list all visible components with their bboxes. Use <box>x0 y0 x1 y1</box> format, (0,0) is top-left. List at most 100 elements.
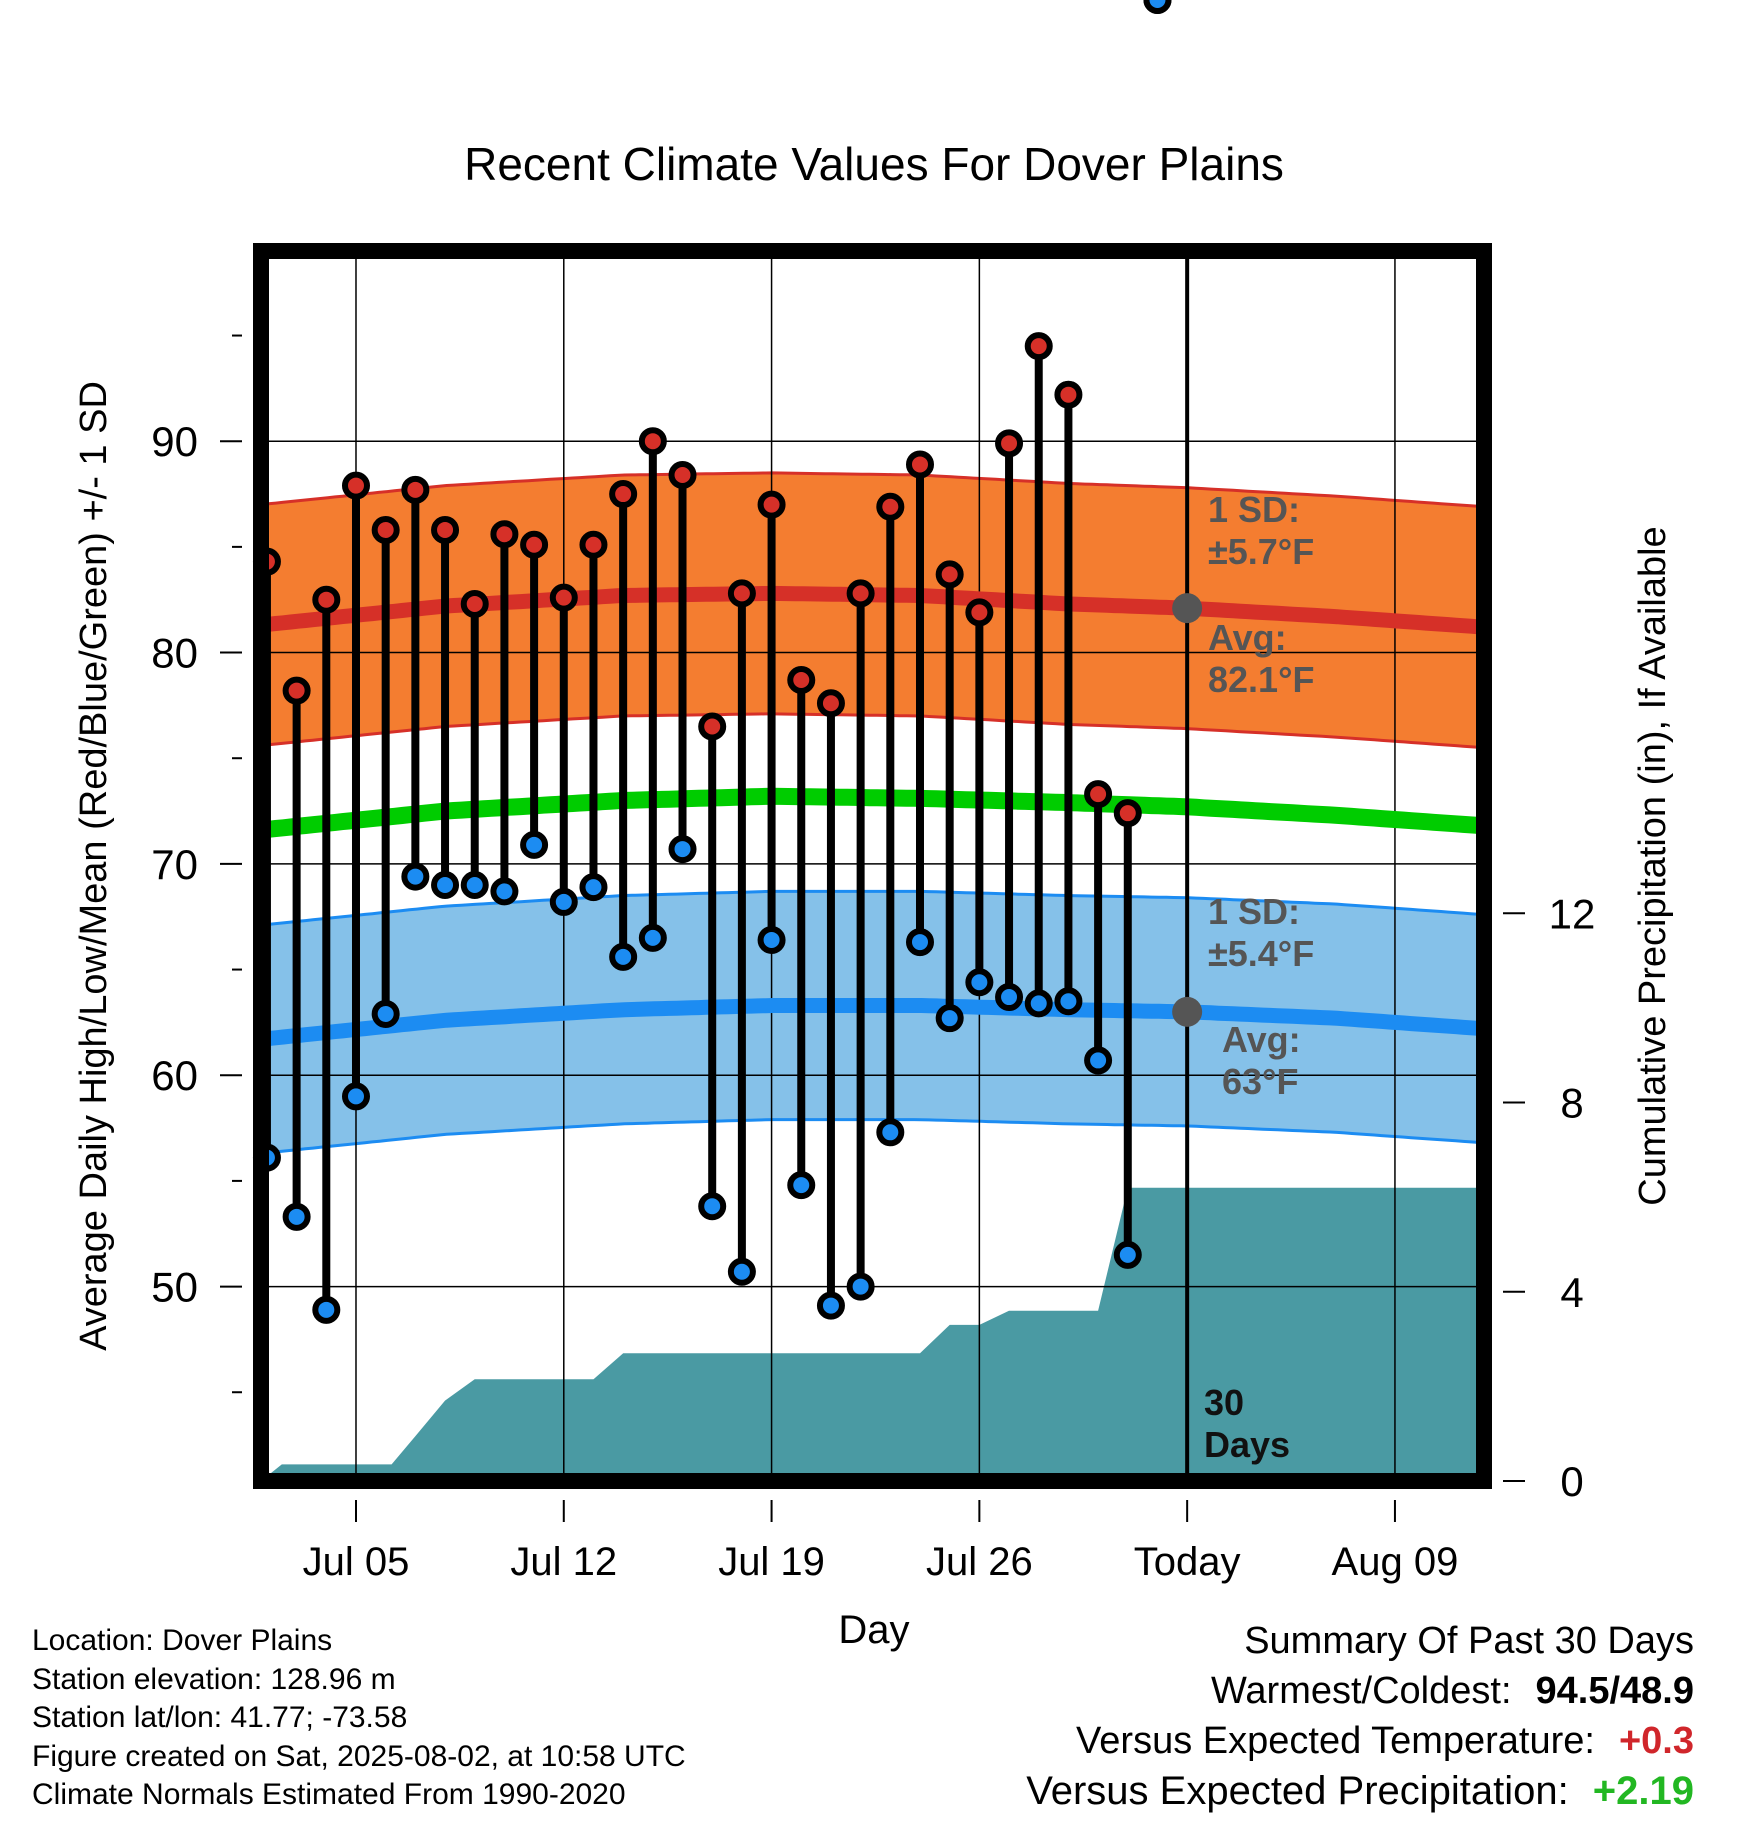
high-sd-band-upper-edge <box>261 471 1479 508</box>
daily-low-point <box>727 1257 756 1286</box>
x-axis-title: Day <box>838 1608 909 1652</box>
x-axis-tick-label: Today <box>1134 1540 1241 1584</box>
left-axis-title: Average Daily High/Low/Mean (Red/Blue/Gr… <box>73 381 115 1351</box>
daily-high-point <box>1084 780 1113 809</box>
daily-low-point <box>341 1082 370 1111</box>
daily-high-point <box>757 490 786 519</box>
right-axis-tick-label: 12 <box>1549 890 1596 937</box>
right-axis-tick-label: 8 <box>1560 1080 1583 1127</box>
x-axis-tick-label: Jul 26 <box>926 1540 1033 1584</box>
daily-low-point <box>757 925 786 954</box>
x-axis-tick-label: Jul 05 <box>303 1540 410 1584</box>
daily-low-point <box>876 1118 905 1147</box>
daily-low-point <box>1054 987 1083 1016</box>
daily-high-point <box>460 589 489 618</box>
precip-anomaly-row: Versus Expected Precipitation: +2.19 <box>1026 1766 1694 1816</box>
daily-low-point <box>282 1202 311 1231</box>
daily-high-point <box>312 585 341 614</box>
warmest-coldest-label: Warmest/Coldest: <box>1210 1670 1512 1712</box>
daily-high-point <box>787 666 816 695</box>
high-sd-value: ±5.7°F <box>1208 531 1314 572</box>
temp-anomaly-row: Versus Expected Temperature: +0.3 <box>1026 1716 1694 1766</box>
daily-low-point <box>1084 1046 1113 1075</box>
daily-low-point <box>312 1295 341 1324</box>
low-sd-label: 1 SD: <box>1208 891 1300 932</box>
normal-low-line <box>261 998 1479 1047</box>
normals-text: Climate Normals Estimated From 1990-2020 <box>32 1778 626 1811</box>
daily-low-point <box>995 983 1024 1012</box>
high-avg-value: 82.1°F <box>1208 659 1314 700</box>
daily-high-point <box>341 471 370 500</box>
daily-high-point <box>905 450 934 479</box>
elevation-text: Station elevation: 128.96 m <box>32 1662 396 1696</box>
daily-high-point <box>1024 332 1053 361</box>
daily-low-point <box>935 1004 964 1033</box>
high-avg-label: Avg: <box>1208 617 1287 658</box>
daily-low-point <box>549 887 578 916</box>
summary-title: Summary Of Past 30 Days <box>1244 1620 1694 1662</box>
plot-frame <box>253 243 1492 1489</box>
daily-low-point <box>638 923 667 952</box>
daily-high-point <box>282 676 311 705</box>
daily-low-point <box>579 873 608 902</box>
daily-high-point <box>431 515 460 544</box>
daily-low-point <box>431 871 460 900</box>
right-axis-tick-label: 0 <box>1560 1458 1583 1505</box>
summary-panel: Summary Of Past 30 Days Warmest/Coldest:… <box>1026 1616 1694 1816</box>
daily-high-point <box>727 579 756 608</box>
chart-title: Recent Climate Values For Dover Plains <box>464 138 1284 190</box>
daily-high-point <box>371 515 400 544</box>
daily-low-point <box>668 835 697 864</box>
temp-anomaly-value: +0.3 <box>1618 1720 1694 1762</box>
low-sd-band-lower-edge <box>261 1118 1479 1155</box>
left-axis-tick-label: 50 <box>151 1264 198 1311</box>
x-axis-tick-label: Jul 19 <box>718 1540 825 1584</box>
low-sd-value: ±5.4°F <box>1208 933 1314 974</box>
left-axis-tick-label: 80 <box>151 630 198 677</box>
daily-low-point <box>609 942 638 971</box>
daily-high-point <box>520 530 549 559</box>
daily-low-point <box>698 1192 727 1221</box>
daily-low-point <box>1113 1240 1142 1269</box>
daily-low-point <box>490 877 519 906</box>
warmest-coldest-value: 94.5/48.9 <box>1535 1670 1694 1712</box>
today-days-count: 30 <box>1204 1382 1244 1423</box>
temp-anomaly-label: Versus Expected Temperature: <box>1076 1720 1595 1762</box>
daily-high-point <box>816 689 845 718</box>
daily-low-point <box>965 968 994 997</box>
location-text: Location: Dover Plains <box>32 1624 333 1657</box>
daily-high-point <box>1054 380 1083 409</box>
high-avg-dot <box>1172 593 1203 624</box>
x-axis-tick-label: Jul 12 <box>510 1540 617 1584</box>
left-axis-tick-label: 60 <box>151 1052 198 1099</box>
daily-low-point <box>371 999 400 1028</box>
normal-mean-line <box>261 787 1479 839</box>
left-axis-tick-label: 90 <box>151 418 198 465</box>
daily-high-point <box>995 429 1024 458</box>
daily-low-point <box>1024 989 1053 1018</box>
daily-high-point <box>1113 799 1142 828</box>
daily-high-point <box>965 598 994 627</box>
daily-high-point <box>876 492 905 521</box>
x-axis-tick-label: Aug 09 <box>1332 1540 1459 1584</box>
created-text: Figure created on Sat, 2025-08-02, at 10… <box>32 1739 686 1773</box>
daily-high-point <box>401 475 430 504</box>
daily-high-point <box>935 560 964 589</box>
precip-anomaly-value: +2.19 <box>1592 1769 1694 1813</box>
daily-low-point <box>1143 0 1172 14</box>
daily-low-point <box>787 1171 816 1200</box>
daily-high-point <box>490 520 519 549</box>
daily-low-point <box>520 830 549 859</box>
low-sd-band-fill <box>261 891 1479 1154</box>
precip-anomaly-label: Versus Expected Precipitation: <box>1026 1769 1569 1813</box>
left-axis-tick-label: 70 <box>151 841 198 888</box>
daily-low-point <box>905 928 934 957</box>
station-info: Location: Dover Plains Station elevation… <box>32 1622 686 1815</box>
daily-high-point <box>549 583 578 612</box>
latlon-text: Station lat/lon: 41.77; -73.58 <box>32 1701 408 1734</box>
daily-high-point <box>698 712 727 741</box>
daily-low-point <box>816 1291 845 1320</box>
daily-high-point <box>668 461 697 490</box>
low-avg-value: 63°F <box>1222 1061 1298 1102</box>
